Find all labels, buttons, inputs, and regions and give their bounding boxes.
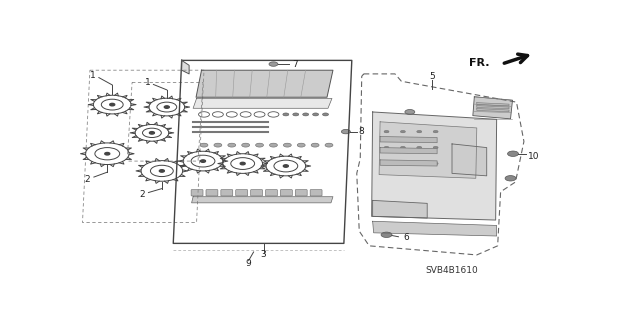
FancyBboxPatch shape xyxy=(236,189,248,196)
Circle shape xyxy=(417,130,422,133)
Text: 8: 8 xyxy=(359,127,365,136)
Polygon shape xyxy=(182,60,189,74)
Circle shape xyxy=(401,146,405,149)
Circle shape xyxy=(433,146,438,149)
FancyBboxPatch shape xyxy=(280,189,292,196)
Circle shape xyxy=(240,162,245,165)
Circle shape xyxy=(242,143,250,147)
Circle shape xyxy=(325,143,333,147)
FancyBboxPatch shape xyxy=(266,189,277,196)
Circle shape xyxy=(228,143,236,147)
Circle shape xyxy=(214,143,222,147)
Text: 1: 1 xyxy=(145,78,150,87)
Circle shape xyxy=(401,130,405,133)
FancyBboxPatch shape xyxy=(251,189,262,196)
Circle shape xyxy=(200,160,205,162)
Circle shape xyxy=(164,106,169,108)
Polygon shape xyxy=(380,137,437,143)
Text: 6: 6 xyxy=(403,233,409,242)
Text: FR.: FR. xyxy=(468,58,489,68)
Circle shape xyxy=(384,146,389,149)
Text: 10: 10 xyxy=(527,152,539,161)
Circle shape xyxy=(269,143,277,147)
Circle shape xyxy=(417,162,422,165)
Polygon shape xyxy=(372,221,497,236)
Polygon shape xyxy=(191,197,333,203)
Circle shape xyxy=(401,162,405,165)
FancyBboxPatch shape xyxy=(191,189,203,196)
Polygon shape xyxy=(380,148,437,154)
Text: 3: 3 xyxy=(260,250,266,259)
Circle shape xyxy=(105,152,110,155)
Circle shape xyxy=(311,143,319,147)
Polygon shape xyxy=(372,112,497,220)
Circle shape xyxy=(283,113,289,116)
Polygon shape xyxy=(379,122,477,178)
Text: 7: 7 xyxy=(292,60,298,69)
Circle shape xyxy=(269,62,278,66)
Circle shape xyxy=(110,103,115,106)
Circle shape xyxy=(417,146,422,149)
Circle shape xyxy=(303,113,308,116)
Polygon shape xyxy=(380,160,437,166)
Circle shape xyxy=(433,130,438,133)
Circle shape xyxy=(508,151,518,156)
FancyBboxPatch shape xyxy=(310,189,322,196)
Polygon shape xyxy=(477,103,509,106)
Circle shape xyxy=(284,143,291,147)
Polygon shape xyxy=(477,106,509,109)
Polygon shape xyxy=(193,99,332,108)
Text: 9: 9 xyxy=(246,259,252,268)
Circle shape xyxy=(505,175,516,181)
Text: 1: 1 xyxy=(90,71,96,80)
Circle shape xyxy=(405,109,415,115)
Polygon shape xyxy=(372,200,428,218)
FancyBboxPatch shape xyxy=(206,189,218,196)
Circle shape xyxy=(312,113,319,116)
Circle shape xyxy=(433,162,438,165)
Text: 2: 2 xyxy=(84,175,90,184)
FancyBboxPatch shape xyxy=(221,189,233,196)
Circle shape xyxy=(297,143,305,147)
Circle shape xyxy=(341,130,350,134)
Circle shape xyxy=(323,113,328,116)
Circle shape xyxy=(150,132,154,134)
Circle shape xyxy=(255,143,264,147)
Circle shape xyxy=(200,143,208,147)
FancyBboxPatch shape xyxy=(295,189,307,196)
Circle shape xyxy=(384,130,389,133)
Polygon shape xyxy=(196,70,333,97)
Circle shape xyxy=(384,162,389,165)
Polygon shape xyxy=(473,97,513,119)
Circle shape xyxy=(381,232,392,237)
Circle shape xyxy=(292,113,299,116)
Circle shape xyxy=(284,165,289,167)
Circle shape xyxy=(159,170,164,172)
Text: 5: 5 xyxy=(429,72,435,81)
Polygon shape xyxy=(452,144,486,176)
Text: 2: 2 xyxy=(140,190,145,199)
Text: SVB4B1610: SVB4B1610 xyxy=(426,266,478,275)
Polygon shape xyxy=(477,108,509,112)
